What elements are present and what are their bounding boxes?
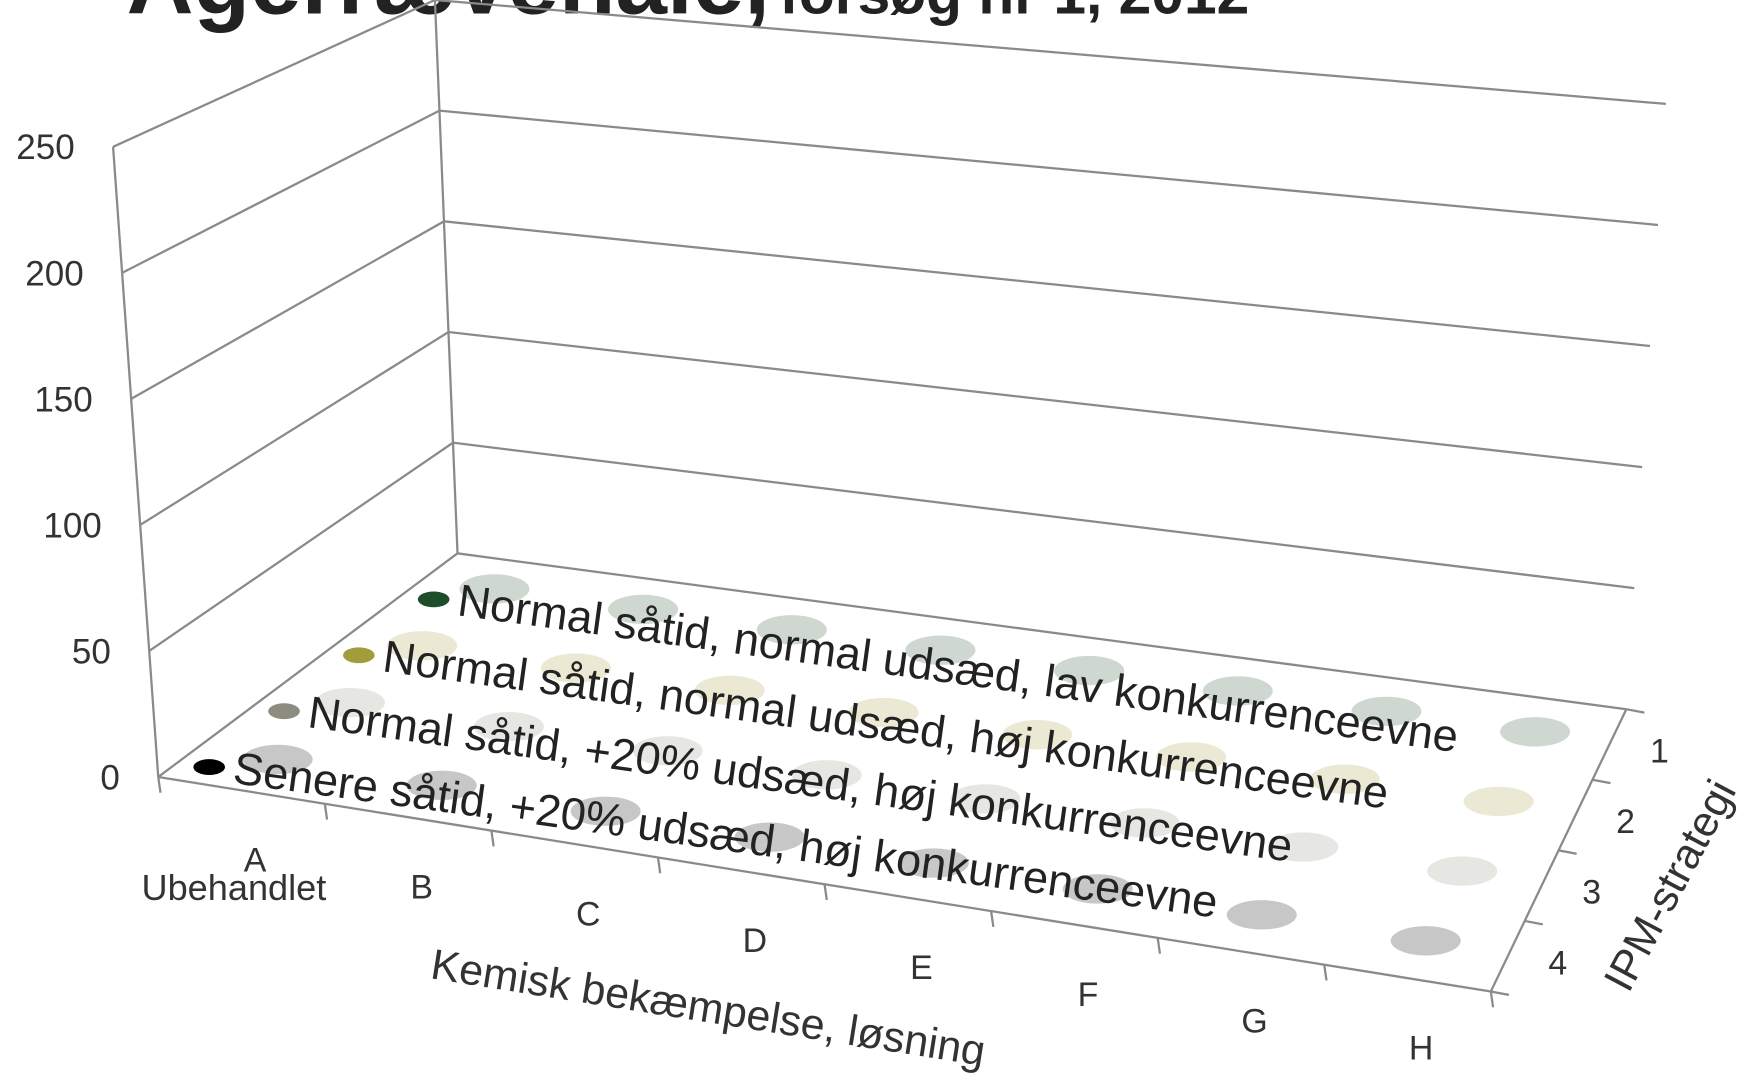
bar	[1500, 717, 1571, 747]
x-tick-label: B	[410, 869, 433, 907]
bar	[950, 784, 1021, 814]
x-tick	[1489, 991, 1495, 1008]
bar	[1427, 856, 1498, 886]
axis-line	[433, 0, 459, 554]
x-axis-title: Kemisk bekæmpelse, løsning	[428, 941, 989, 1076]
z-tick-label: 2	[1616, 803, 1635, 841]
x-tick	[656, 857, 662, 874]
legend-marker	[417, 591, 450, 608]
bar	[1463, 786, 1534, 817]
bar	[756, 615, 827, 645]
x-tick-label: H	[1409, 1029, 1433, 1067]
chart-subtitle: forsøg nr 1, 2012	[779, 0, 1249, 27]
x-tick	[1323, 964, 1328, 981]
x-tick	[1156, 937, 1162, 954]
z-tick	[1592, 778, 1611, 785]
x-tick	[490, 830, 495, 847]
bar	[406, 770, 477, 801]
grid-line	[130, 220, 1651, 400]
bar	[1351, 696, 1422, 727]
bar	[694, 675, 765, 705]
bar	[791, 760, 862, 790]
bar	[1109, 808, 1180, 838]
bar	[570, 796, 641, 826]
bar	[734, 822, 805, 852]
bar	[1226, 900, 1297, 930]
bar	[1309, 764, 1380, 794]
z-tick	[1626, 708, 1645, 714]
bar	[608, 594, 679, 625]
bar	[1062, 874, 1133, 904]
annotation: Ubehandlet	[142, 867, 327, 908]
bar	[1390, 926, 1461, 956]
bar	[898, 848, 969, 878]
z-tick-label: 4	[1548, 944, 1567, 982]
axis-line	[111, 146, 160, 778]
bar	[242, 744, 313, 775]
grid-line	[148, 441, 1635, 652]
z-tick-label: 3	[1582, 874, 1601, 912]
x-tick-label: C	[576, 895, 600, 933]
x-tick-label: F	[1078, 976, 1099, 1014]
grid-line	[121, 109, 1659, 274]
y-tick-label: 0	[100, 758, 119, 797]
legend-marker	[268, 703, 300, 720]
legend-marker	[193, 759, 226, 775]
chart-title: Agerrævehale,	[127, 0, 770, 34]
bar	[1002, 720, 1073, 750]
x-tick-label: D	[743, 922, 767, 960]
y-tick-label: 200	[25, 254, 83, 293]
bar	[314, 687, 385, 718]
y-tick-label: 50	[72, 632, 111, 671]
bar	[1202, 676, 1273, 706]
bar	[1054, 655, 1125, 686]
bar	[848, 697, 919, 728]
bar	[1268, 832, 1339, 862]
y-tick-label: 150	[34, 380, 92, 419]
x-tick	[323, 803, 329, 820]
bar	[459, 574, 530, 604]
z-tick	[1490, 990, 1510, 997]
x-tick	[823, 884, 828, 901]
x-tick	[157, 776, 162, 793]
x-tick-label: G	[1241, 1003, 1267, 1041]
legend-marker	[343, 647, 375, 664]
z-tick	[1524, 919, 1543, 926]
bar	[473, 712, 544, 742]
bar	[540, 653, 611, 683]
z-tick	[1558, 849, 1577, 855]
x-tick	[989, 910, 995, 928]
grid-line	[112, 0, 1666, 148]
bar	[632, 736, 703, 766]
x-tick-label: A	[244, 842, 267, 880]
bar	[905, 635, 976, 665]
bar	[387, 631, 458, 661]
bar	[1156, 742, 1227, 772]
y-tick-label: 100	[43, 506, 101, 545]
y-tick-label: 250	[16, 128, 74, 167]
z-tick-label: 1	[1650, 733, 1669, 771]
x-tick-label: E	[910, 949, 933, 987]
